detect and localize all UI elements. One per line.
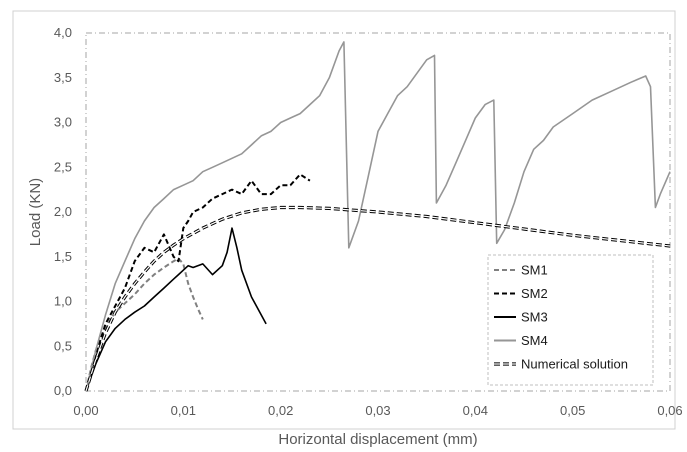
series-sm1 (85, 257, 204, 392)
x-tick-label: 0,05 (560, 403, 585, 418)
x-tick-label: 0,02 (268, 403, 293, 418)
legend-label: SM2 (521, 286, 548, 301)
series-sm2 (85, 173, 311, 392)
legend-entry: SM4 (494, 333, 548, 348)
x-tick-label: 0,04 (463, 403, 488, 418)
chart-frame (12, 10, 676, 430)
plot-area-border (85, 32, 671, 392)
x-tick-label: 0,00 (73, 403, 98, 418)
legend-entry: SM2 (494, 286, 548, 301)
series-sm4 (85, 41, 671, 392)
y-tick-label: 0,5 (54, 338, 72, 353)
legend-label: SM1 (521, 263, 548, 278)
series-line-core (85, 206, 671, 392)
series-line (85, 257, 204, 392)
legend-label: SM4 (521, 333, 548, 348)
legend-label: SM3 (521, 310, 548, 325)
x-axis-title: Horizontal displacement (mm) (278, 431, 477, 448)
legend-entry: SM3 (494, 310, 548, 325)
y-axis-ticks: 0,0 0,5 1,0 1,5 2,0 2,5 3,0 3,5 4,0 (54, 25, 72, 398)
x-tick-label: 0,03 (365, 403, 390, 418)
series-numerical-solution (84, 205, 671, 392)
x-tick-label: 0,06 (657, 403, 682, 418)
y-tick-label: 2,5 (54, 159, 72, 174)
series-sm3 (85, 227, 267, 392)
y-tick-label: 1,5 (54, 249, 72, 264)
series-line (85, 41, 671, 392)
y-tick-label: 4,0 (54, 25, 72, 40)
legend-label: Numerical solution (521, 357, 628, 372)
plot-area (84, 41, 671, 392)
y-tick-label: 1,0 (54, 294, 72, 309)
y-tick-label: 3,0 (54, 115, 72, 130)
y-tick-label: 0,0 (54, 383, 72, 398)
y-tick-label: 3,5 (54, 70, 72, 85)
legend-entry: Numerical solution (494, 357, 628, 372)
series-line (85, 173, 311, 392)
legend-box (487, 254, 654, 386)
x-axis-ticks: 0,00 0,01 0,02 0,03 0,04 0,05 0,06 (73, 403, 682, 418)
legend-entry: SM1 (494, 263, 548, 278)
y-axis-title: Load (KN) (27, 178, 44, 246)
legend: SM1 SM2 SM3 SM4 Numerical solution (487, 254, 654, 386)
x-tick-label: 0,01 (171, 403, 196, 418)
series-line (85, 227, 267, 392)
y-tick-label: 2,0 (54, 204, 72, 219)
